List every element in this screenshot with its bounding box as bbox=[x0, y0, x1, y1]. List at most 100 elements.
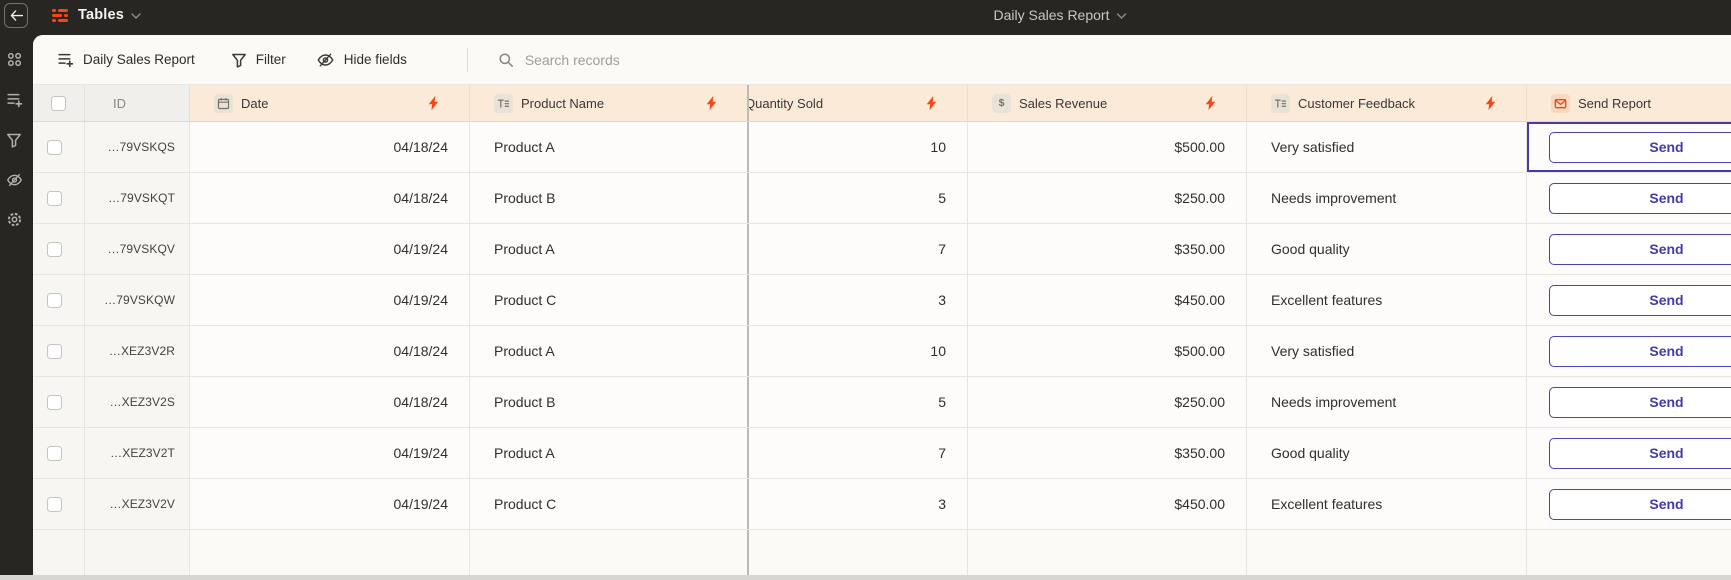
send-button[interactable]: Send bbox=[1549, 386, 1731, 418]
cell-send[interactable]: Send bbox=[1527, 224, 1731, 274]
send-button[interactable]: Send bbox=[1549, 335, 1731, 367]
view-title-dropdown[interactable]: Daily Sales Report bbox=[994, 0, 1127, 30]
cell-sales-revenue[interactable]: $350.00 bbox=[968, 428, 1247, 478]
cell-quantity-sold[interactable]: 10 bbox=[749, 122, 968, 172]
send-button[interactable]: Send bbox=[1549, 233, 1731, 265]
row-checkbox[interactable] bbox=[47, 394, 62, 410]
cell-send[interactable]: Send bbox=[1527, 479, 1731, 529]
send-button[interactable]: Send bbox=[1549, 488, 1731, 520]
filter-icon[interactable] bbox=[6, 131, 23, 148]
row-checkbox[interactable] bbox=[47, 139, 62, 155]
cell-id[interactable]: …79VSKQW bbox=[85, 275, 190, 325]
cell-customer-feedback[interactable]: Needs improvement bbox=[1247, 377, 1527, 427]
view-selector[interactable]: Daily Sales Report bbox=[57, 51, 195, 68]
cell-quantity-sold[interactable]: 10 bbox=[749, 326, 968, 376]
column-header-product-name[interactable]: Product Name bbox=[470, 85, 749, 121]
cell-quantity-sold[interactable]: 7 bbox=[749, 428, 968, 478]
cell-id[interactable]: …XEZ3V2T bbox=[85, 428, 190, 478]
row-checkbox[interactable] bbox=[47, 445, 62, 461]
cell-send[interactable]: Send bbox=[1527, 173, 1731, 223]
view-list-add-icon[interactable] bbox=[6, 91, 23, 108]
cell-customer-feedback[interactable]: Good quality bbox=[1247, 224, 1527, 274]
settings-icon[interactable] bbox=[6, 211, 23, 228]
cell-quantity-sold[interactable]: 5 bbox=[749, 377, 968, 427]
select-all-checkbox[interactable] bbox=[51, 95, 66, 111]
row-checkbox-cell[interactable] bbox=[33, 224, 85, 274]
column-header-quantity-sold[interactable]: Quantity Sold bbox=[749, 85, 968, 121]
app-menu[interactable]: Tables bbox=[52, 0, 141, 30]
back-button[interactable] bbox=[4, 3, 28, 28]
column-header-date[interactable]: Date bbox=[190, 85, 470, 121]
cell-date[interactable]: 04/19/24 bbox=[190, 479, 470, 529]
cell-product-name[interactable]: Product A bbox=[470, 224, 749, 274]
cell-date[interactable]: 04/18/24 bbox=[190, 377, 470, 427]
row-checkbox-cell[interactable] bbox=[33, 377, 85, 427]
cell-date[interactable]: 04/18/24 bbox=[190, 326, 470, 376]
cell-id[interactable]: …79VSKQS bbox=[85, 122, 190, 172]
cell-product-name[interactable]: Product B bbox=[470, 173, 749, 223]
hide-fields-icon[interactable] bbox=[6, 171, 23, 188]
apps-grid-icon[interactable] bbox=[6, 51, 23, 68]
cell-product-name[interactable]: Product B bbox=[470, 377, 749, 427]
hide-fields-button[interactable]: Hide fields bbox=[316, 52, 407, 68]
cell-customer-feedback[interactable]: Very satisfied bbox=[1247, 326, 1527, 376]
cell-product-name[interactable]: Product A bbox=[470, 122, 749, 172]
cell-quantity-sold[interactable]: 5 bbox=[749, 173, 968, 223]
send-button[interactable]: Send bbox=[1549, 131, 1731, 163]
cell-id[interactable]: …XEZ3V2R bbox=[85, 326, 190, 376]
column-header-customer-feedback[interactable]: Customer Feedback bbox=[1247, 85, 1527, 121]
cell-customer-feedback[interactable]: Good quality bbox=[1247, 428, 1527, 478]
cell-send[interactable]: Send bbox=[1527, 326, 1731, 376]
cell-product-name[interactable]: Product C bbox=[470, 479, 749, 529]
cell-sales-revenue[interactable]: $350.00 bbox=[968, 224, 1247, 274]
select-all-cell[interactable] bbox=[33, 85, 85, 121]
cell-send[interactable]: Send bbox=[1527, 275, 1731, 325]
cell-product-name[interactable]: Product A bbox=[470, 428, 749, 478]
cell-sales-revenue[interactable]: $250.00 bbox=[968, 377, 1247, 427]
row-checkbox[interactable] bbox=[47, 190, 62, 206]
column-header-send-report[interactable]: Send Report bbox=[1527, 85, 1731, 121]
send-button[interactable]: Send bbox=[1549, 182, 1731, 214]
cell-send[interactable]: Send bbox=[1527, 377, 1731, 427]
cell-send[interactable]: Send bbox=[1527, 122, 1731, 172]
send-button[interactable]: Send bbox=[1549, 437, 1731, 469]
search-input[interactable]: Search records bbox=[498, 52, 620, 68]
cell-id[interactable]: …XEZ3V2V bbox=[85, 479, 190, 529]
cell-sales-revenue[interactable]: $450.00 bbox=[968, 275, 1247, 325]
cell-date[interactable]: 04/18/24 bbox=[190, 173, 470, 223]
row-checkbox-cell[interactable] bbox=[33, 275, 85, 325]
row-checkbox-cell[interactable] bbox=[33, 173, 85, 223]
cell-sales-revenue[interactable]: $500.00 bbox=[968, 122, 1247, 172]
row-checkbox[interactable] bbox=[47, 496, 62, 512]
cell-id[interactable]: …79VSKQT bbox=[85, 173, 190, 223]
row-checkbox[interactable] bbox=[47, 343, 62, 359]
row-checkbox-cell[interactable] bbox=[33, 428, 85, 478]
cell-date[interactable]: 04/18/24 bbox=[190, 122, 470, 172]
row-checkbox[interactable] bbox=[47, 292, 62, 308]
cell-date[interactable]: 04/19/24 bbox=[190, 224, 470, 274]
row-checkbox-cell[interactable] bbox=[33, 479, 85, 529]
row-checkbox[interactable] bbox=[47, 241, 62, 257]
row-checkbox-cell[interactable] bbox=[33, 122, 85, 172]
cell-sales-revenue[interactable]: $250.00 bbox=[968, 173, 1247, 223]
cell-quantity-sold[interactable]: 3 bbox=[749, 275, 968, 325]
cell-customer-feedback[interactable]: Excellent features bbox=[1247, 275, 1527, 325]
cell-id[interactable]: …XEZ3V2S bbox=[85, 377, 190, 427]
cell-customer-feedback[interactable]: Very satisfied bbox=[1247, 122, 1527, 172]
cell-sales-revenue[interactable]: $500.00 bbox=[968, 326, 1247, 376]
filter-button[interactable]: Filter bbox=[231, 52, 286, 68]
cell-id[interactable]: …79VSKQV bbox=[85, 224, 190, 274]
column-header-id[interactable]: ID bbox=[85, 85, 190, 121]
cell-quantity-sold[interactable]: 7 bbox=[749, 224, 968, 274]
cell-date[interactable]: 04/19/24 bbox=[190, 275, 470, 325]
cell-customer-feedback[interactable]: Excellent features bbox=[1247, 479, 1527, 529]
row-checkbox-cell[interactable] bbox=[33, 326, 85, 376]
cell-send[interactable]: Send bbox=[1527, 428, 1731, 478]
cell-product-name[interactable]: Product C bbox=[470, 275, 749, 325]
cell-date[interactable]: 04/19/24 bbox=[190, 428, 470, 478]
cell-sales-revenue[interactable]: $450.00 bbox=[968, 479, 1247, 529]
cell-customer-feedback[interactable]: Needs improvement bbox=[1247, 173, 1527, 223]
cell-product-name[interactable]: Product A bbox=[470, 326, 749, 376]
send-button[interactable]: Send bbox=[1549, 284, 1731, 316]
column-header-sales-revenue[interactable]: $ Sales Revenue bbox=[968, 85, 1247, 121]
